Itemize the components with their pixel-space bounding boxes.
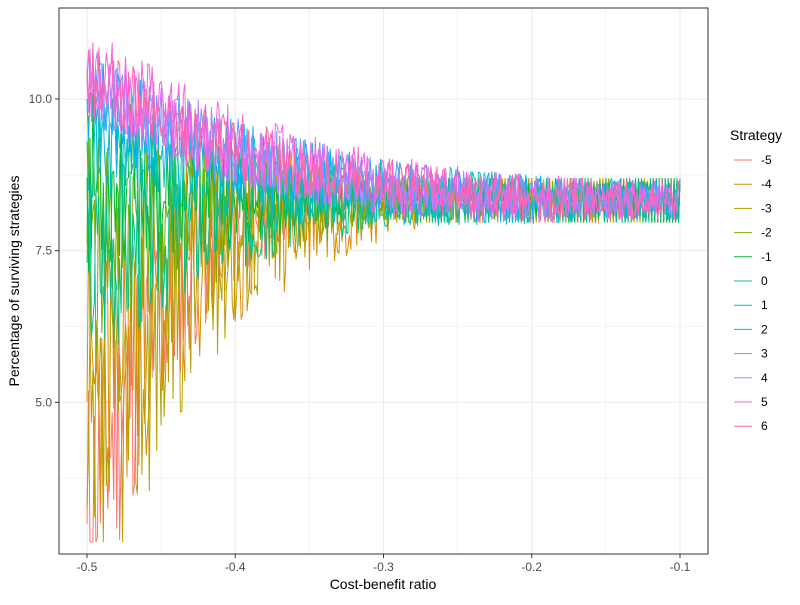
series-lines: [86, 42, 681, 543]
x-tick-label: -0.3: [373, 560, 394, 574]
legend-label-3: 3: [761, 347, 768, 361]
legend: Strategy -5 -4 -3 -2 -1 0 1 2 3 4 5 6: [730, 127, 782, 433]
legend-label-2: 2: [761, 322, 768, 336]
legend-items: -5 -4 -3 -2 -1 0 1 2 3 4 5 6: [734, 153, 772, 433]
legend-label--2: -2: [761, 226, 772, 240]
x-tick-label: -0.4: [225, 560, 246, 574]
legend-label-5: 5: [761, 395, 768, 409]
y-tick-label: 7.5: [35, 244, 52, 258]
series-line-6: [86, 42, 681, 222]
x-tick-label: -0.5: [77, 560, 98, 574]
x-tick-label: -0.2: [521, 560, 542, 574]
legend-label--5: -5: [761, 153, 772, 167]
series-line-5: [86, 42, 681, 223]
axes: -0.5 -0.4 -0.3 -0.2 -0.1 5.0 7.5 10.0: [29, 92, 691, 574]
legend-label-4: 4: [761, 371, 768, 385]
legend-label-1: 1: [761, 298, 768, 312]
x-axis-label: Cost-benefit ratio: [330, 576, 437, 592]
x-tick-label: -0.1: [670, 560, 691, 574]
legend-label--3: -3: [761, 201, 772, 215]
y-tick-label: 5.0: [35, 395, 52, 409]
y-axis-label: Percentage of surviving strategies: [6, 176, 22, 387]
legend-label-6: 6: [761, 419, 768, 433]
legend-label--1: -1: [761, 250, 772, 264]
legend-title: Strategy: [730, 127, 782, 143]
y-tick-label: 10.0: [29, 92, 53, 106]
legend-label--4: -4: [761, 177, 772, 191]
legend-label-0: 0: [761, 274, 768, 288]
